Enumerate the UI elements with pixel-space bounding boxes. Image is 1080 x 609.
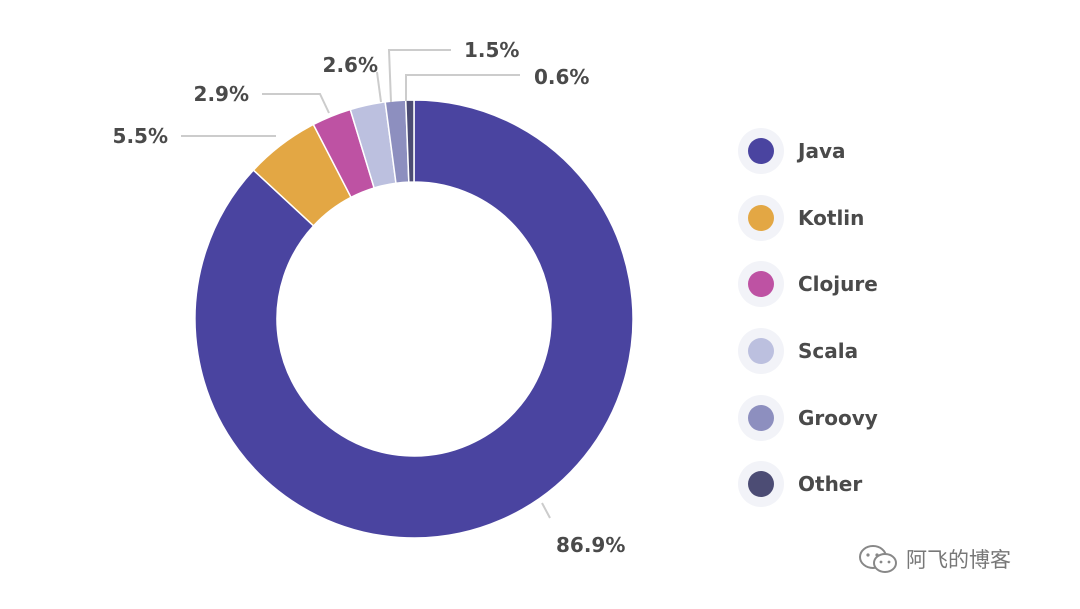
data-label-java: 86.9%: [556, 533, 625, 557]
data-label-groovy: 1.5%: [464, 38, 519, 62]
legend-item-scala: Scala: [738, 318, 878, 385]
leader-line-scala: [376, 71, 382, 103]
legend: Java Kotlin Clojure Scala Groovy Other: [738, 118, 878, 518]
legend-swatch-kotlin: [738, 194, 784, 241]
legend-swatch-groovy: [738, 394, 784, 441]
legend-label-other: Other: [798, 472, 863, 497]
leader-line-groovy: [387, 49, 451, 103]
legend-item-java: Java: [738, 118, 878, 185]
leader-line-clojure: [262, 93, 330, 114]
legend-item-groovy: Groovy: [738, 384, 878, 451]
leader-line-other: [405, 74, 520, 101]
legend-swatch-scala: [738, 328, 784, 375]
data-label-kotlin: 5.5%: [113, 124, 168, 148]
legend-label-scala: Scala: [798, 339, 859, 364]
legend-item-other: Other: [738, 451, 878, 518]
data-label-scala: 2.6%: [323, 53, 378, 77]
legend-label-clojure: Clojure: [798, 272, 878, 297]
watermark: 阿飞的博客: [858, 544, 1011, 574]
legend-label-groovy: Groovy: [798, 405, 878, 430]
legend-swatch-other: [738, 461, 784, 508]
legend-label-kotlin: Kotlin: [798, 205, 865, 230]
slice-other: [404, 99, 415, 183]
leader-line-java: [541, 502, 551, 519]
data-label-other: 0.6%: [534, 65, 589, 89]
watermark-text: 阿飞的博客: [906, 548, 1011, 572]
wechat-icon: [859, 545, 897, 573]
legend-item-clojure: Clojure: [738, 251, 878, 318]
legend-item-kotlin: Kotlin: [738, 185, 878, 252]
legend-swatch-clojure: [738, 261, 784, 308]
data-label-clojure: 2.9%: [194, 82, 249, 106]
legend-swatch-java: [738, 128, 784, 175]
legend-label-java: Java: [798, 139, 846, 164]
slice-java: [194, 99, 634, 539]
